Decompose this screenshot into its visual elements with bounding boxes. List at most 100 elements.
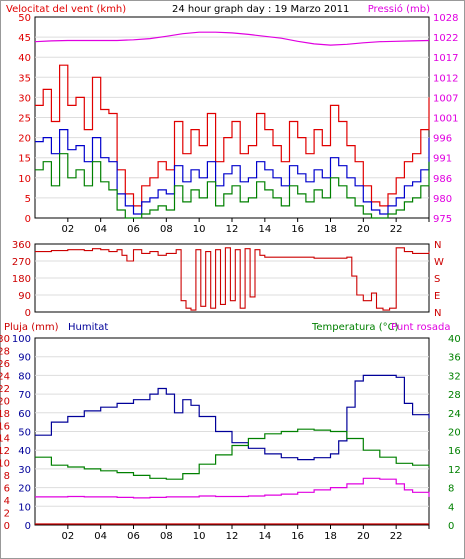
time-tick-label: 04	[94, 531, 107, 542]
time-tick-label: 20	[357, 531, 370, 542]
direction-compass-label: S	[434, 274, 440, 285]
pressure-tick-label: 986	[433, 174, 452, 185]
time-tick-label: 08	[160, 224, 173, 235]
series-minimum-line	[35, 153, 430, 219]
humidity-tick-label: 90	[18, 353, 31, 364]
series-pressure-line	[34, 31, 430, 46]
humidity-tick-label: 10	[18, 502, 31, 513]
direction-degree-label: 180	[12, 274, 31, 285]
rain-tick-label: 28	[0, 346, 10, 357]
humidity-tick-label: 80	[18, 371, 31, 382]
pressure-tick-label: 996	[433, 134, 452, 145]
temperature-tick-label: 36	[448, 353, 461, 364]
pressure-tick-label: 980	[433, 194, 452, 205]
humidity-tick-label: 20	[18, 484, 31, 495]
wind-speed-tick-label: 0	[25, 214, 31, 225]
direction-degree-label: 0	[25, 308, 31, 319]
direction-series	[35, 247, 430, 311]
rain-tick-label: 18	[0, 409, 10, 420]
wind-series	[34, 31, 430, 219]
chart-title: 24 hour graph day : 19 Marzo 2011	[172, 4, 349, 15]
wind-speed-ticks: 0 5 10 15 20 25 30 35 40 45 50	[18, 13, 31, 225]
series-humitat-line	[35, 374, 430, 461]
time-tick-label: 22	[390, 224, 403, 235]
direction-compass-label: N	[434, 240, 441, 251]
humidity-series	[35, 374, 430, 525]
wind-speed-tick-label: 40	[18, 53, 31, 64]
temperature-axis-label: Temperatura (°C)	[311, 322, 399, 333]
time-tick-label: 08	[160, 531, 173, 542]
wind-speed-axis-label: Velocitat del vent (kmh)	[6, 4, 126, 15]
wind-speed-tick-label: 20	[18, 134, 31, 145]
series-punt-rosada-line	[35, 477, 430, 499]
rain-tick-label: 8	[4, 471, 10, 482]
humidity-tick-label: 70	[18, 390, 31, 401]
pressure-tick-label: 1017	[433, 53, 458, 64]
temperature-tick-label: 28	[448, 390, 461, 401]
time-tick-label: 02	[61, 531, 74, 542]
wind-time-ticks: 02 04 06 08 10 12 14 16 18 20 22	[61, 218, 430, 235]
direction-degree-label: 270	[12, 257, 31, 268]
direction-degree-label: 90	[18, 291, 31, 302]
time-tick-label: 16	[291, 224, 304, 235]
temperature-tick-label: 12	[448, 465, 461, 476]
humidity-tick-label: 0	[25, 521, 31, 532]
rain-tick-label: 10	[0, 459, 10, 470]
pressure-axis-label: Pressió (mb)	[368, 3, 430, 15]
wind-speed-tick-label: 50	[18, 13, 31, 24]
series-wind-direction-line	[35, 247, 430, 311]
rain-tick-label: 4	[4, 496, 10, 507]
rain-tick-label: 16	[0, 421, 10, 432]
direction-degree-label: 360	[12, 240, 31, 251]
rain-tick-label: 20	[0, 396, 10, 407]
temperature-tick-label: 32	[448, 371, 461, 382]
pressure-tick-label: 1022	[433, 33, 458, 44]
rain-tick-label: 6	[4, 484, 10, 495]
humidity-time-ticks: 02 04 06 08 10 12 14 16 18 20 22	[61, 525, 430, 542]
humidity-tick-label: 40	[18, 446, 31, 457]
humidity-tick-label: 30	[18, 465, 31, 476]
time-tick-label: 14	[258, 531, 271, 542]
time-tick-label: 22	[390, 531, 403, 542]
rain-tick-label: 26	[0, 359, 10, 370]
pressure-tick-label: 1007	[433, 93, 458, 104]
humidity-ticks: 0 10 20 30 40 50 60 70 80 90 100	[12, 334, 31, 532]
pressure-tick-label: 991	[433, 154, 452, 165]
temperature-ticks: 0 4 8 12 16 20 24 28 32 36 40	[448, 334, 461, 532]
pressure-ticks: 975 980 986 991 996 1001 1007 1012 1017 1022 1028	[433, 13, 458, 225]
temperature-tick-label: 16	[448, 446, 461, 457]
time-tick-label: 06	[127, 224, 140, 235]
wind-speed-tick-label: 25	[18, 114, 31, 125]
time-tick-label: 06	[127, 531, 140, 542]
time-tick-label: 16	[291, 531, 304, 542]
wind-speed-tick-label: 10	[18, 174, 31, 185]
wind-speed-tick-label: 35	[18, 73, 31, 84]
humidity-tick-label: 100	[12, 334, 31, 345]
time-tick-label: 12	[226, 531, 239, 542]
direction-degree-ticks: 0 90 180 270 360	[12, 240, 31, 319]
time-tick-label: 10	[193, 224, 206, 235]
series-average-line	[35, 129, 430, 215]
direction-compass-label: E	[434, 291, 440, 302]
pressure-tick-label: 1001	[433, 114, 458, 125]
temperature-tick-label: 24	[448, 409, 461, 420]
rain-tick-label: 0	[4, 521, 10, 532]
time-tick-label: 14	[258, 224, 271, 235]
wind-speed-tick-label: 45	[18, 33, 31, 44]
direction-compass-label: N	[434, 308, 441, 319]
temperature-tick-label: 0	[448, 521, 454, 532]
rain-tick-label: 22	[0, 384, 10, 395]
time-tick-label: 20	[357, 224, 370, 235]
temperature-tick-label: 8	[448, 484, 454, 495]
time-tick-label: 02	[61, 224, 74, 235]
temperature-tick-label: 40	[448, 334, 461, 345]
temperature-tick-label: 20	[448, 428, 461, 439]
pressure-tick-label: 1028	[433, 13, 458, 24]
time-tick-label: 18	[324, 531, 337, 542]
wind-pressure-panel: Velocitat del vent (kmh) 24 hour graph d…	[6, 3, 458, 235]
time-tick-label: 10	[193, 531, 206, 542]
wind-speed-tick-label: 5	[25, 194, 31, 205]
